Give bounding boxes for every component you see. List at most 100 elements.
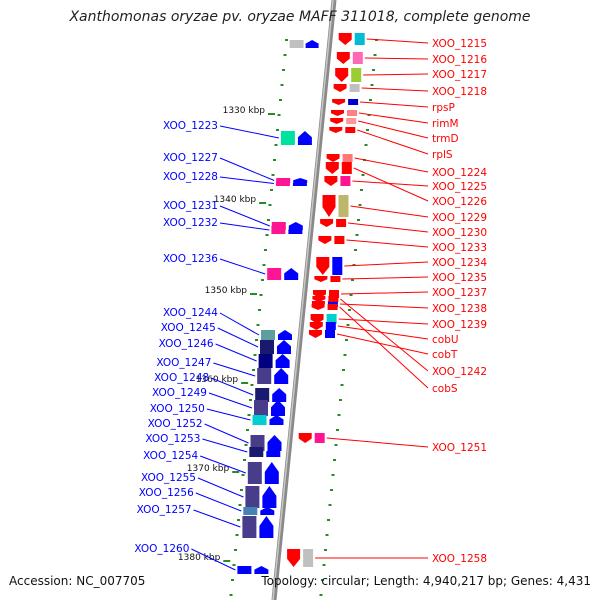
gene-glyph-right-block (328, 296, 339, 302)
gene-leader-right (354, 157, 429, 173)
gene-label-left: XOO_1252 (148, 418, 203, 430)
gene-leader-left (217, 327, 259, 348)
gene-leader-left (215, 343, 257, 362)
genome-backbone-highlight (272, 0, 334, 601)
kbp-tick-label: 1350 kbp (205, 286, 248, 296)
gene-label-right: XOO_1237 (432, 287, 487, 299)
gene-glyph-left (284, 268, 299, 280)
gene-leader-right (358, 112, 429, 124)
gene-leader-right (360, 101, 429, 108)
gene-label-right: XOO_1234 (432, 257, 487, 269)
gene-glyph-right-block (327, 304, 338, 310)
gene-glyph-right-block (345, 127, 356, 133)
gene-leader-right (364, 57, 429, 60)
gene-leader-right (348, 222, 429, 233)
gene-label-left: XOO_1232 (163, 217, 218, 229)
gene-leader-right (363, 73, 429, 76)
gene-leader-left (211, 377, 254, 396)
kbp-tick-label: 1380 kbp (178, 553, 221, 563)
gene-label-right: XOO_1238 (432, 303, 487, 315)
gene-glyph-left-block (276, 178, 291, 183)
gene-leader-right (336, 333, 429, 355)
gene-glyph-left-block (237, 566, 252, 574)
gene-glyph-left (275, 354, 290, 368)
gene-glyph-right-block (336, 219, 347, 227)
gene-glyph-left-block (252, 415, 267, 425)
gene-glyph-left (254, 566, 269, 574)
gene-glyph-right-block (354, 33, 365, 45)
gene-leader-right (350, 205, 429, 218)
gene-glyph-right-block (347, 110, 357, 116)
gene-glyph-right-block (326, 314, 337, 324)
gene-leader-right (339, 306, 429, 389)
gene-label-left: XOO_1227 (163, 152, 218, 164)
gene-glyph-right (309, 330, 322, 338)
gene-glyph-right (318, 236, 332, 244)
gene-glyph-right (320, 219, 334, 227)
gene-leader-left (219, 157, 275, 181)
gene-glyph-left (267, 435, 282, 451)
gene-leader-right (361, 87, 429, 92)
gene-label-left: XOO_1253 (145, 433, 200, 445)
gene-glyph-right (336, 52, 350, 64)
gene-glyph-left-block (261, 330, 275, 340)
gene-label-right: XOO_1224 (432, 167, 487, 179)
gene-glyph-right (322, 195, 336, 217)
gene-label-left: XOO_1236 (163, 253, 218, 265)
gene-glyph-right (316, 257, 330, 275)
gene-leader-left (219, 125, 279, 139)
gene-label-left: XOO_1254 (143, 450, 198, 462)
gene-leader-left (208, 392, 253, 409)
gene-glyph-right-block (340, 176, 351, 186)
gene-label-left: XOO_1257 (137, 504, 192, 516)
topology-info: Topology: circular; Length: 4,940,217 bp… (261, 574, 591, 588)
gene-leader-left (219, 205, 270, 227)
gene-leader-right (357, 129, 429, 155)
gene-glyph-left-block (243, 507, 258, 515)
gene-glyph-right-block (348, 99, 359, 105)
gene-glyph-right-block (352, 52, 363, 64)
gene-label-right: XOO_1242 (432, 366, 487, 378)
gene-glyph-right (312, 296, 326, 302)
gene-leader-right (326, 437, 429, 448)
gene-glyph-right-block (330, 276, 341, 282)
gene-glyph-right-block (338, 195, 349, 217)
gene-glyph-right-block (325, 322, 336, 330)
gene-leader-right (340, 298, 429, 372)
gene-label-left: XOO_1246 (159, 338, 214, 350)
gene-leader-right (358, 120, 429, 139)
gene-glyph-left (271, 400, 285, 416)
gene-label-right: XOO_1235 (432, 272, 487, 284)
gene-glyph-left-block (245, 486, 260, 508)
genome-backbone (271, 0, 337, 601)
kbp-tick-label: 1340 kbp (214, 195, 257, 205)
gene-label-right: XOO_1218 (432, 86, 487, 98)
gene-leader-right (339, 303, 429, 309)
gene-glyph-right-block (351, 68, 362, 82)
gene-label-left: XOO_1245 (161, 322, 216, 334)
gene-leader-right (344, 261, 429, 267)
gene-glyph-right-block (332, 257, 343, 275)
gene-glyph-left (277, 340, 291, 354)
gene-leader-left (195, 492, 242, 512)
gene-label-left: XOO_1249 (152, 387, 207, 399)
gene-leader-right (366, 38, 429, 44)
gene-label-left: XOO_1255 (141, 472, 196, 484)
gene-glyph-right (338, 33, 352, 45)
gene-glyph-left-block (280, 131, 295, 145)
gene-label-right: XOO_1229 (432, 212, 487, 224)
gene-label-right: cobS (432, 383, 458, 395)
kbp-tick-label: 1330 kbp (223, 106, 266, 116)
gene-label-left: XOO_1250 (150, 403, 205, 415)
gene-glyph-left-block (242, 516, 257, 538)
gene-label-right: cobT (432, 349, 458, 361)
gene-label-right: cobU (432, 334, 459, 346)
gene-label-left: XOO_1244 (163, 307, 218, 319)
gene-label-right: XOO_1258 (432, 553, 487, 565)
gene-glyph-left-block (260, 340, 274, 354)
gene-leader-right (338, 318, 429, 325)
gene-label-right: XOO_1233 (432, 242, 487, 254)
kbp-tick-label: 1370 kbp (187, 464, 230, 474)
gene-glyph-right-block (329, 290, 339, 298)
